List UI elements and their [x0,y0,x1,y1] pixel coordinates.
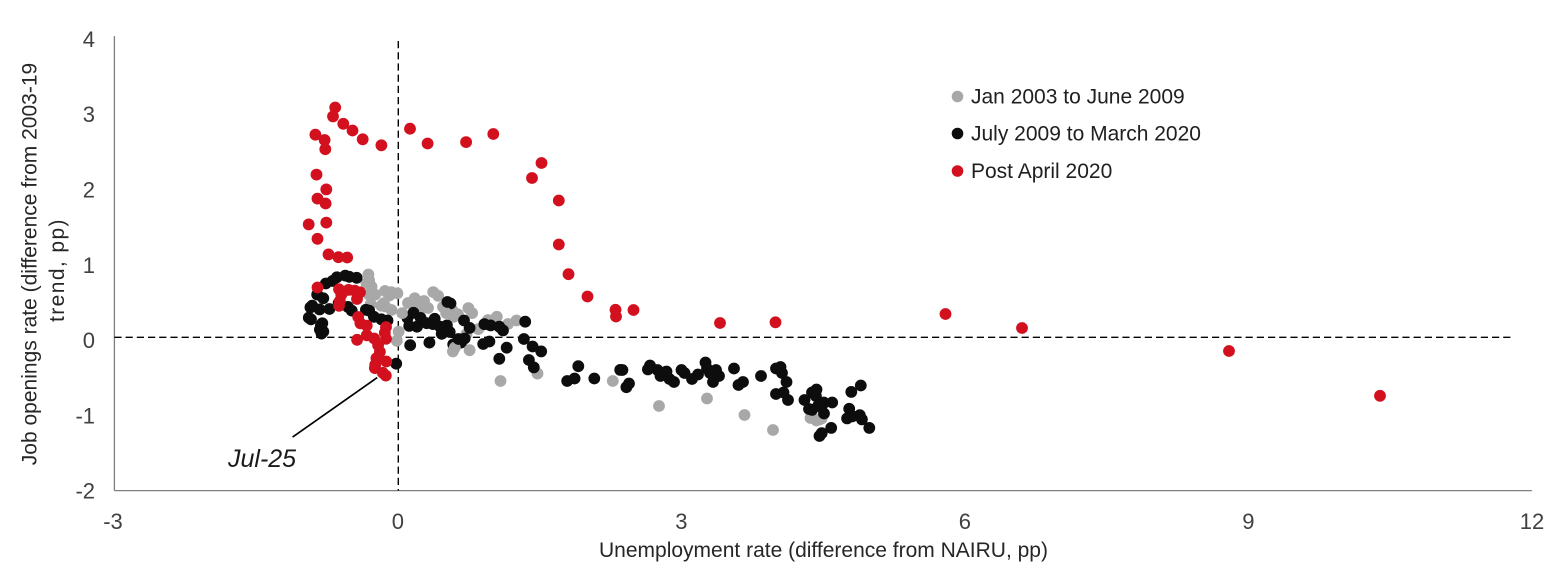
svg-text:1: 1 [83,253,95,278]
svg-text:Jan 2003 to June 2009: Jan 2003 to June 2009 [971,86,1185,109]
svg-text:6: 6 [959,509,971,534]
svg-text:trend, pp): trend, pp) [46,218,69,322]
svg-text:-1: -1 [75,403,95,428]
svg-text:3: 3 [675,509,687,534]
svg-text:12: 12 [1520,509,1544,534]
svg-text:July 2009 to March 2020: July 2009 to March 2020 [971,123,1201,146]
svg-text:Job openings rate (difference: Job openings rate (difference from 2003-… [19,63,42,465]
svg-text:0: 0 [392,509,404,534]
svg-text:Post April 2020: Post April 2020 [971,160,1112,183]
svg-text:Jul-25: Jul-25 [227,445,296,473]
svg-text:0: 0 [83,328,95,353]
svg-text:9: 9 [1242,509,1254,534]
svg-text:-2: -2 [75,479,95,504]
svg-text:Unemployment rate (difference: Unemployment rate (difference from NAIRU… [599,539,1048,562]
svg-text:4: 4 [83,27,95,52]
svg-text:2: 2 [83,178,95,203]
svg-text:-3: -3 [103,509,123,534]
svg-text:3: 3 [83,102,95,127]
